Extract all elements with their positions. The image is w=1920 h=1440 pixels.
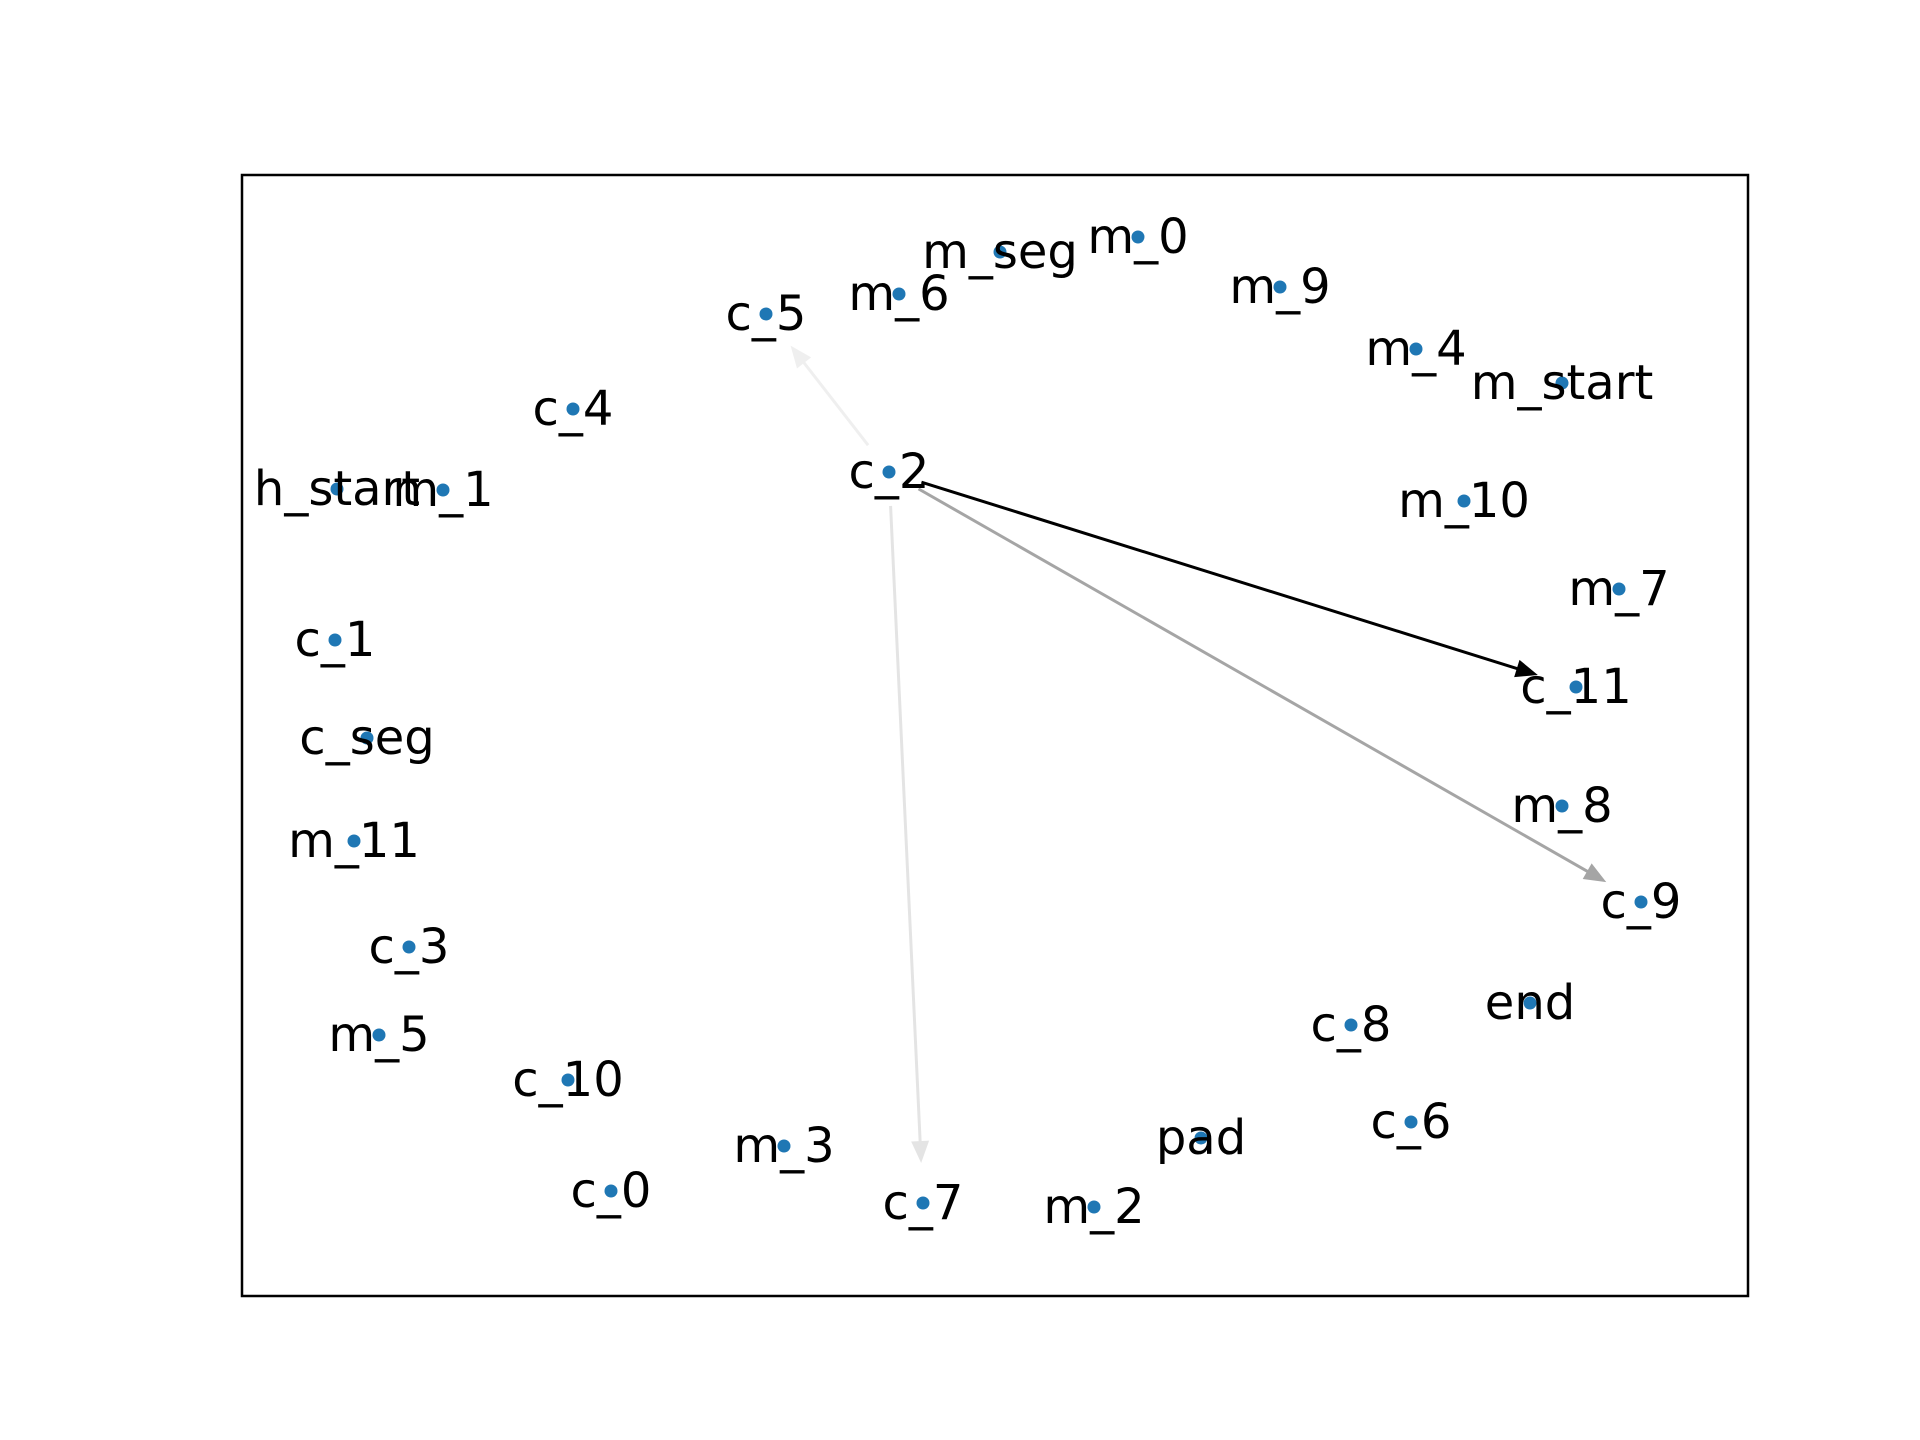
- node-c_10: [561, 1073, 575, 1087]
- node-label-pad: pad: [1156, 1110, 1246, 1166]
- node-label-c_3: c_3: [369, 919, 450, 975]
- node-label-m_8: m_8: [1511, 778, 1612, 834]
- node-label-m_6: m_6: [848, 266, 949, 322]
- node-c_0: [604, 1184, 618, 1198]
- node-label-c_0: c_0: [571, 1163, 652, 1219]
- node-label-m_2: m_2: [1043, 1179, 1144, 1235]
- plot-frame: [240, 173, 1750, 1298]
- node-label-c_4: c_4: [533, 381, 614, 437]
- node-c_4: [566, 402, 580, 416]
- node-end: [1523, 996, 1537, 1010]
- edge-line: [921, 480, 1529, 674]
- node-m_1: [436, 483, 450, 497]
- edge-line: [917, 487, 1599, 879]
- node-m_11: [347, 834, 361, 848]
- node-m_4: [1409, 342, 1423, 356]
- node-c_1: [328, 633, 342, 647]
- node-label-c_2: c_2: [849, 444, 930, 500]
- node-m_2: [1087, 1200, 1101, 1214]
- node-label-c_11: c_11: [1520, 659, 1631, 715]
- edge-arrowhead: [1514, 659, 1538, 678]
- edge-arrowhead: [790, 345, 812, 369]
- node-label-h_start: h_start: [254, 461, 420, 517]
- node-label-m_5: m_5: [328, 1007, 429, 1063]
- edge-c_2-c_7: [889, 505, 930, 1164]
- edges-layer: [790, 345, 1607, 1164]
- edge-arrowhead: [1582, 863, 1607, 883]
- node-m_3: [777, 1139, 791, 1153]
- edge-c_2-c_11: [921, 480, 1538, 678]
- node-label-c_seg: c_seg: [299, 710, 434, 766]
- edge-arrowhead: [911, 1140, 930, 1164]
- node-m_10: [1457, 494, 1471, 508]
- node-label-m_1: m_1: [392, 462, 493, 518]
- node-m_7: [1612, 582, 1626, 596]
- edge-line: [795, 352, 870, 447]
- node-c_seg: [360, 731, 374, 745]
- edge-line: [889, 505, 923, 1154]
- node-label-c_7: c_7: [883, 1175, 964, 1231]
- node-label-c_8: c_8: [1311, 997, 1392, 1053]
- node-c_2: [882, 465, 896, 479]
- node-m_start: [1555, 376, 1569, 390]
- node-label-m_10: m_10: [1398, 473, 1530, 529]
- node-c_9: [1634, 895, 1648, 909]
- node-label-m_9: m_9: [1229, 259, 1330, 315]
- labels-layer: m_seg m_0 m_9 m_6 c_5 m_4m_start c_4 c_2 h_start…: [254, 209, 1682, 1235]
- node-h_start: [330, 482, 344, 496]
- node-c_11: [1569, 680, 1583, 694]
- node-label-m_11: m_11: [288, 813, 420, 869]
- node-label-end: end: [1485, 975, 1575, 1031]
- node-label-c_5: c_5: [726, 286, 807, 342]
- node-label-c_10: c_10: [512, 1052, 623, 1108]
- edge-c_2-c_9: [917, 487, 1607, 883]
- node-label-c_1: c_1: [295, 612, 376, 668]
- node-m_6: [892, 287, 906, 301]
- node-label-c_9: c_9: [1601, 874, 1682, 930]
- node-c_3: [402, 940, 416, 954]
- node-c_6: [1404, 1115, 1418, 1129]
- node-m_5: [372, 1028, 386, 1042]
- node-m_8: [1555, 799, 1569, 813]
- node-c_7: [916, 1196, 930, 1210]
- node-m_seg: [993, 245, 1007, 259]
- node-label-m_0: m_0: [1087, 209, 1188, 265]
- edge-c_2-c_5: [790, 345, 870, 447]
- node-label-m_start: m_start: [1471, 355, 1654, 411]
- node-c_8: [1344, 1018, 1358, 1032]
- node-label-m_3: m_3: [733, 1118, 834, 1174]
- node-label-m_7: m_7: [1568, 561, 1669, 617]
- node-label-c_6: c_6: [1371, 1094, 1452, 1150]
- node-pad: [1194, 1131, 1208, 1145]
- node-m_0: [1131, 230, 1145, 244]
- node-c_5: [759, 307, 773, 321]
- node-label-m_seg: m_seg: [922, 224, 1078, 280]
- nodes-layer: [328, 230, 1648, 1214]
- node-label-m_4: m_4: [1365, 321, 1466, 377]
- node-m_9: [1273, 280, 1287, 294]
